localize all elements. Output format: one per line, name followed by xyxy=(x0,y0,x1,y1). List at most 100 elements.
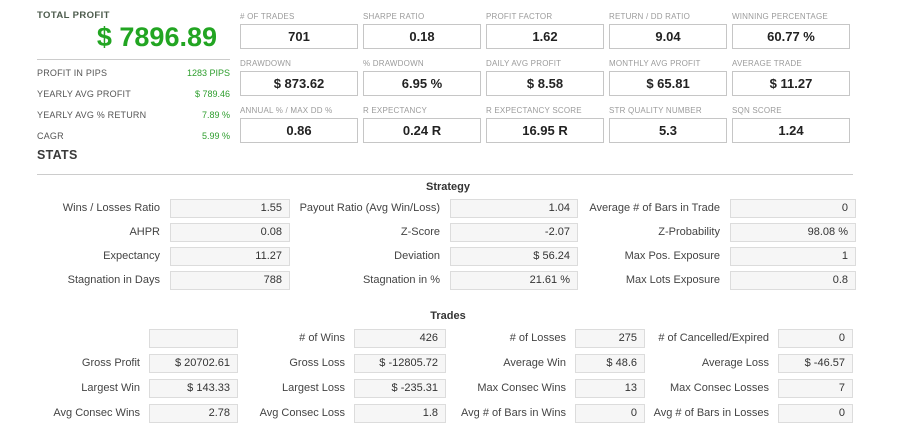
summary-row-value: 5.99 % xyxy=(201,131,230,141)
trade-stat-value: 13 xyxy=(575,379,645,398)
trade-stat-label: Avg Consec Loss xyxy=(259,407,345,419)
trade-stat-value: $ 143.33 xyxy=(149,379,238,398)
metric-value: 16.95 R xyxy=(486,118,604,143)
trade-stat-value: 0 xyxy=(778,329,853,348)
trade-stat-value: 7 xyxy=(778,379,853,398)
stat-label: Max Pos. Exposure xyxy=(624,250,720,262)
metric-label: R EXPECTANCY SCORE xyxy=(486,106,582,115)
summary-row-yearly-avg-return: YEARLY AVG % RETURN 7.89 % xyxy=(37,105,230,126)
metric-annual-max-dd: ANNUAL % / MAX DD % 0.86 xyxy=(240,105,358,143)
metric-value: 0.24 R xyxy=(363,118,481,143)
metric-value: 1.62 xyxy=(486,24,604,49)
summary-row-label: CAGR xyxy=(37,131,64,141)
stat-value: 11.27 xyxy=(170,247,290,266)
stat-label: Expectancy xyxy=(103,250,160,262)
summary-row-value: $ 789.46 xyxy=(194,89,230,99)
summary-row-label: PROFIT IN PIPS xyxy=(37,68,108,78)
stat-label: Z-Probability xyxy=(658,226,720,238)
stat-label: Deviation xyxy=(394,250,440,262)
trades-section-heading: Trades xyxy=(430,310,466,322)
metric-value: $ 65.81 xyxy=(609,71,727,96)
trade-stat-value: 0 xyxy=(575,404,645,423)
summary-row-yearly-avg-profit: YEARLY AVG PROFIT $ 789.46 xyxy=(37,84,230,105)
stat-value: $ 56.24 xyxy=(450,247,578,266)
metric-str-quality-number: STR QUALITY NUMBER 5.3 xyxy=(609,105,727,143)
metric-value: 5.3 xyxy=(609,118,727,143)
summary-row-cagr: CAGR 5.99 % xyxy=(37,126,230,147)
metric-label: SHARPE RATIO xyxy=(363,12,425,21)
trade-stat-label: # of Losses xyxy=(509,332,566,344)
metric-sqn-score: SQN SCORE 1.24 xyxy=(732,105,850,143)
stat-label: AHPR xyxy=(129,226,160,238)
stat-value: 0.8 xyxy=(730,271,856,290)
trade-stat-value: $ 20702.61 xyxy=(149,354,238,373)
stat-value: 1.55 xyxy=(170,199,290,218)
total-profit-label: TOTAL PROFIT xyxy=(37,10,110,21)
trade-stat-value: 426 xyxy=(354,329,446,348)
metric-value: $ 873.62 xyxy=(240,71,358,96)
trade-stat-label: # of Wins xyxy=(299,332,345,344)
metric-pct-drawdown: % DRAWDOWN 6.95 % xyxy=(363,58,481,96)
trade-stat-label: Largest Loss xyxy=(282,382,345,394)
metric-value: 0.86 xyxy=(240,118,358,143)
summary-row-profit-in-pips: PROFIT IN PIPS 1283 PIPS xyxy=(37,63,230,84)
metrics-grid: # OF TRADES 701 SHARPE RATIO 0.18 PROFIT… xyxy=(240,11,850,143)
summary-row-label: YEARLY AVG PROFIT xyxy=(37,89,131,99)
metric-label: AVERAGE TRADE xyxy=(732,59,802,68)
metric-label: MONTHLY AVG PROFIT xyxy=(609,59,701,68)
metric-label: # OF TRADES xyxy=(240,12,295,21)
stat-value: -2.07 xyxy=(450,223,578,242)
metric-label: RETURN / DD RATIO xyxy=(609,12,691,21)
metric-value: $ 11.27 xyxy=(732,71,850,96)
trade-stat-value: 2.78 xyxy=(149,404,238,423)
trade-stat-label: Average Win xyxy=(503,357,566,369)
summary-rows: PROFIT IN PIPS 1283 PIPS YEARLY AVG PROF… xyxy=(37,63,230,147)
trade-stat-label: Max Consec Wins xyxy=(477,382,566,394)
trade-stat-label xyxy=(40,329,145,348)
stats-divider xyxy=(37,174,853,175)
metric-label: DAILY AVG PROFIT xyxy=(486,59,562,68)
metric-label: WINNING PERCENTAGE xyxy=(732,12,828,21)
summary-divider xyxy=(37,59,230,60)
metric-value: 60.77 % xyxy=(732,24,850,49)
trade-stat-label: Gross Loss xyxy=(289,357,345,369)
trade-stat-value xyxy=(149,329,238,348)
stat-value: 21.61 % xyxy=(450,271,578,290)
summary-row-value: 1283 PIPS xyxy=(186,68,230,78)
stat-value: 0.08 xyxy=(170,223,290,242)
metric-value: 1.24 xyxy=(732,118,850,143)
metric-label: PROFIT FACTOR xyxy=(486,12,553,21)
metric-value: $ 8.58 xyxy=(486,71,604,96)
summary-row-value: 7.89 % xyxy=(201,110,230,120)
trade-stat-value: 0 xyxy=(778,404,853,423)
metric-return-dd-ratio: RETURN / DD RATIO 9.04 xyxy=(609,11,727,49)
strategy-section-heading: Strategy xyxy=(425,181,471,193)
metric-value: 701 xyxy=(240,24,358,49)
trade-stat-label: # of Cancelled/Expired xyxy=(658,332,769,344)
metric-label: R EXPECTANCY xyxy=(363,106,428,115)
trade-stat-value: $ 48.6 xyxy=(575,354,645,373)
stat-value: 1.04 xyxy=(450,199,578,218)
metric-num-of-trades: # OF TRADES 701 xyxy=(240,11,358,49)
metric-r-expectancy-score: R EXPECTANCY SCORE 16.95 R xyxy=(486,105,604,143)
metric-profit-factor: PROFIT FACTOR 1.62 xyxy=(486,11,604,49)
metric-value: 9.04 xyxy=(609,24,727,49)
trade-stat-value: 1.8 xyxy=(354,404,446,423)
trade-stat-value: $ -235.31 xyxy=(354,379,446,398)
trades-table: # of Wins 426 # of Losses 275 # of Cance… xyxy=(40,329,853,423)
metric-label: ANNUAL % / MAX DD % xyxy=(240,106,333,115)
metric-daily-avg-profit: DAILY AVG PROFIT $ 8.58 xyxy=(486,58,604,96)
trade-stat-value: $ -46.57 xyxy=(778,354,853,373)
stat-label: Stagnation in Days xyxy=(67,274,160,286)
trade-stat-label: Average Loss xyxy=(701,357,769,369)
trade-stat-value: 275 xyxy=(575,329,645,348)
trade-stat-label: Largest Win xyxy=(81,382,140,394)
trade-stat-label: Avg # of Bars in Wins xyxy=(461,407,566,419)
stat-value: 0 xyxy=(730,199,856,218)
metric-label: SQN SCORE xyxy=(732,106,782,115)
stats-heading: STATS xyxy=(37,148,78,162)
stat-label: Payout Ratio (Avg Win/Loss) xyxy=(299,202,440,214)
metric-r-expectancy: R EXPECTANCY 0.24 R xyxy=(363,105,481,143)
metric-value: 6.95 % xyxy=(363,71,481,96)
